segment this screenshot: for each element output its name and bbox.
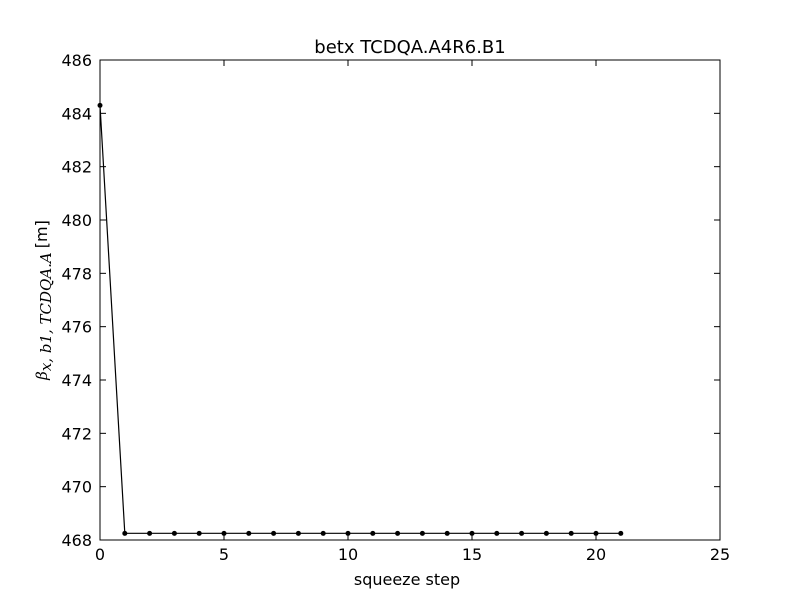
y-tick-label: 484 xyxy=(61,104,92,123)
y-tick-label: 468 xyxy=(61,531,92,550)
data-point xyxy=(320,530,326,536)
y-axis-label-unit: [m] xyxy=(32,220,51,248)
data-point xyxy=(469,530,475,536)
data-point xyxy=(196,530,202,536)
x-tick-label: 25 xyxy=(710,545,730,564)
data-point xyxy=(568,530,574,536)
data-point xyxy=(370,530,376,536)
data-point xyxy=(122,530,128,536)
data-point xyxy=(345,530,351,536)
data-point xyxy=(494,530,500,536)
y-axis-label-subscript: x, b1, TCDQA.A xyxy=(37,252,55,371)
svg-text:βx, b1, TCDQA.A[m]: βx, b1, TCDQA.A [m] xyxy=(32,220,55,381)
y-tick-label: 482 xyxy=(61,158,92,177)
data-point xyxy=(543,530,549,536)
data-point xyxy=(419,530,425,536)
y-tick-label: 474 xyxy=(61,371,92,390)
y-tick-label: 480 xyxy=(61,211,92,230)
y-tick-label: 486 xyxy=(61,51,92,70)
axes-frame xyxy=(99,59,721,541)
x-tick-label: 0 xyxy=(95,545,105,564)
y-tick-label: 470 xyxy=(61,478,92,497)
data-point xyxy=(295,530,301,536)
y-tick-label: 472 xyxy=(61,424,92,443)
x-tick-label: 10 xyxy=(338,545,358,564)
data-point xyxy=(519,530,525,536)
x-axis-label: squeeze step xyxy=(354,570,460,589)
data-point xyxy=(246,530,252,536)
data-point xyxy=(593,530,599,536)
x-tick-label: 15 xyxy=(462,545,482,564)
data-point xyxy=(271,530,277,536)
series-line xyxy=(99,105,621,534)
chart-title: betx TCDQA.A4R6.B1 xyxy=(314,37,505,58)
data-point xyxy=(171,530,177,536)
y-tick-label: 476 xyxy=(61,318,92,337)
x-tick-label: 5 xyxy=(219,545,229,564)
data-point xyxy=(395,530,401,536)
plot-area: 0 5 10 15 20 25 468 470 472 474 476 478 480 482 484 486 xyxy=(61,51,730,564)
data-point xyxy=(618,530,624,536)
y-axis-label-symbol: β xyxy=(33,371,51,381)
data-point xyxy=(444,530,450,536)
y-axis-label: βx, b1, TCDQA.A [m] xyxy=(32,220,55,381)
data-point xyxy=(221,530,227,536)
data-point xyxy=(147,530,153,536)
y-tick-label: 478 xyxy=(61,264,92,283)
x-tick-label: 20 xyxy=(586,545,606,564)
